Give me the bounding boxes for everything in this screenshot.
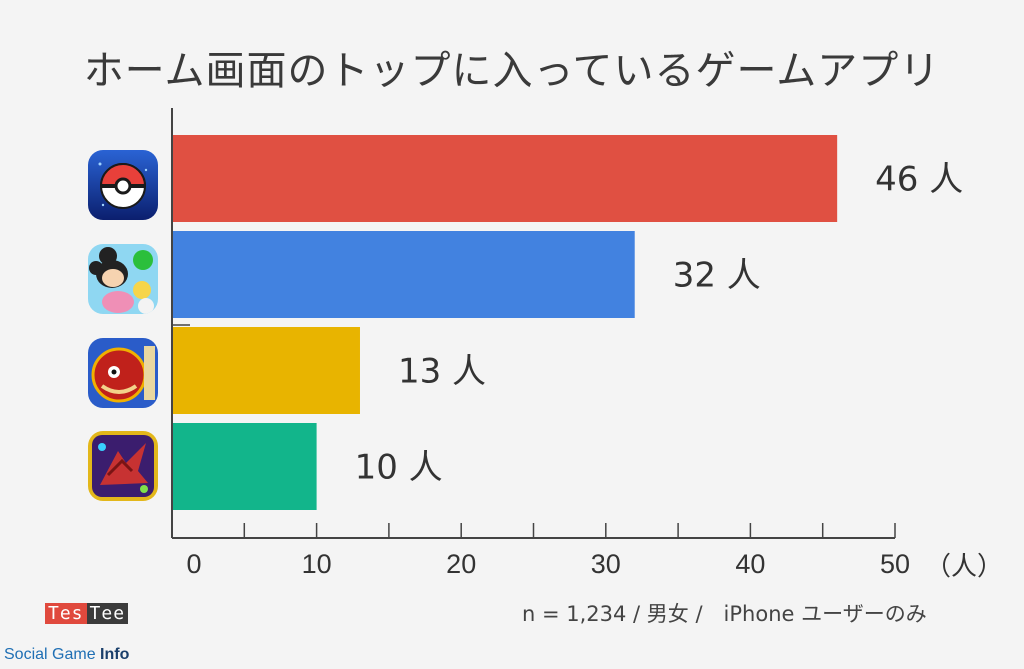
bar [173, 423, 317, 510]
bar-value-label: 10 人 [355, 448, 443, 488]
bar-value-label: 32 人 [673, 256, 761, 296]
monster-strike-icon [88, 338, 158, 408]
x-tick-label: 30 [591, 549, 621, 579]
footnote: n = 1,234 / 男女 / iPhone ユーザーのみ [522, 602, 927, 626]
logo-part2: Tee [86, 603, 129, 624]
x-unit-label: （人） [925, 552, 1003, 582]
testee-logo: Tes Tee [45, 603, 129, 624]
bar-value-label: 13 人 [398, 352, 486, 392]
x-tick-label: 0 [186, 549, 201, 579]
tsum-tsum-icon [88, 244, 158, 314]
puzzle-dragons-icon [88, 431, 158, 501]
x-tick-label: 20 [446, 549, 476, 579]
credit-part1: Social Game [4, 646, 101, 663]
x-tick-label: 50 [880, 549, 910, 579]
logo-part1: Tes [45, 603, 87, 624]
bar [173, 327, 360, 414]
credit-part2: Info [100, 646, 130, 663]
x-tick-label: 10 [302, 549, 332, 579]
bar [173, 135, 838, 222]
bar-value-label: 46 人 [875, 160, 963, 200]
x-tick-label: 40 [735, 549, 765, 579]
bar [173, 231, 635, 318]
pokeball-icon [88, 150, 158, 220]
source-credit: Social Game Info [4, 646, 129, 664]
chart-title: ホーム画面のトップに入っているゲームアプリ [83, 48, 941, 94]
